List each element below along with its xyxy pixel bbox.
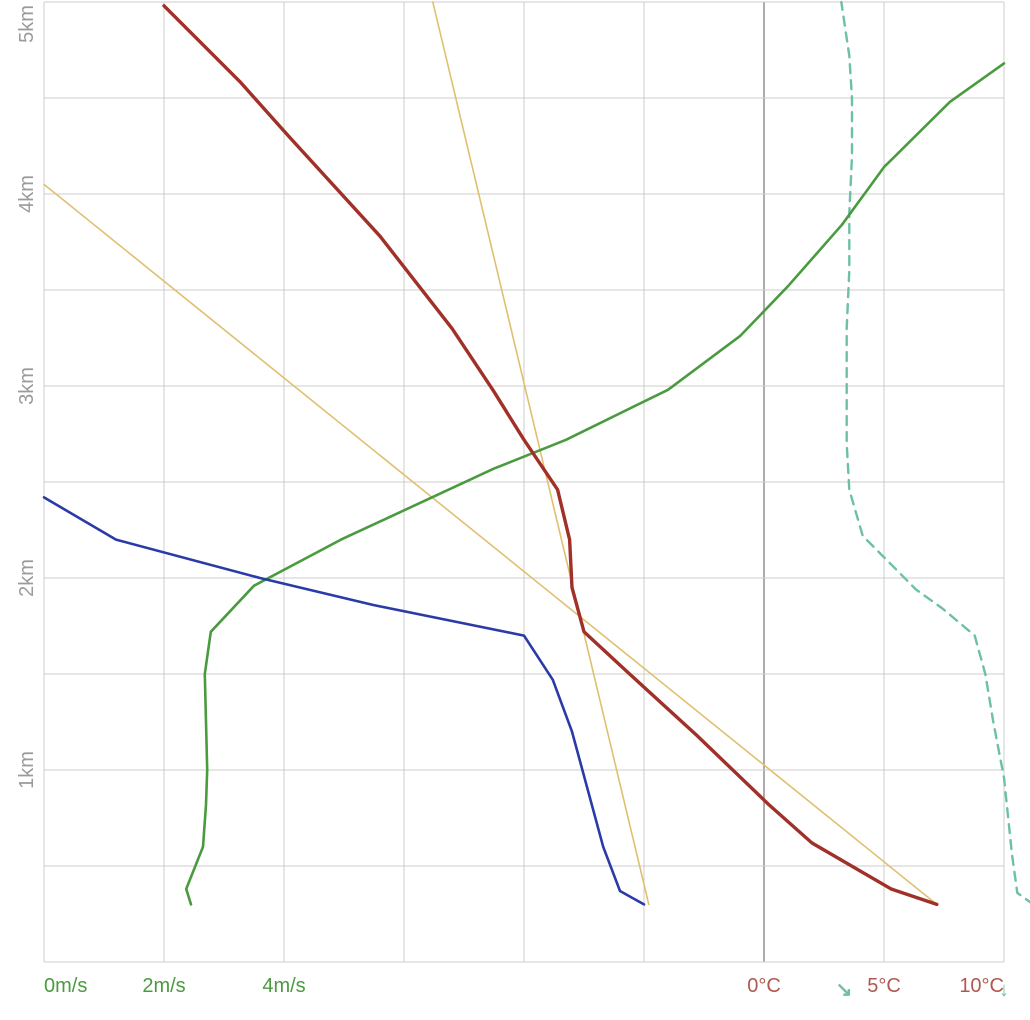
arrow-down-icon: ↓ <box>999 979 1009 1001</box>
temperature-tick-label: 0°C <box>747 975 781 997</box>
dew-point-line <box>42 496 646 906</box>
altitude-tick-label: 5km <box>16 5 38 43</box>
wind-speed-tick-label: 4m/s <box>262 975 305 997</box>
altitude-tick-label: 3km <box>16 367 38 405</box>
reference-1-line <box>43 183 938 906</box>
series-layer <box>42 0 1030 907</box>
wind-direction-line <box>840 0 1030 904</box>
altitude-tick-label: 1km <box>16 751 38 789</box>
temperature-line <box>162 4 939 907</box>
reference-2-line <box>431 1 650 906</box>
altitude-tick-label: 4km <box>16 175 38 213</box>
wind-speed-tick-label: 2m/s <box>142 975 185 997</box>
arrow-down-right-icon: ↘ <box>836 979 853 1001</box>
altitude-tick-label: 2km <box>16 559 38 597</box>
wind-speed-line <box>184 62 1006 906</box>
wind-speed-tick-label: 0m/s <box>44 975 87 997</box>
grid <box>43 1 1005 963</box>
temperature-tick-label: 10°C <box>959 975 1004 997</box>
temperature-tick-label: 5°C <box>867 975 901 997</box>
